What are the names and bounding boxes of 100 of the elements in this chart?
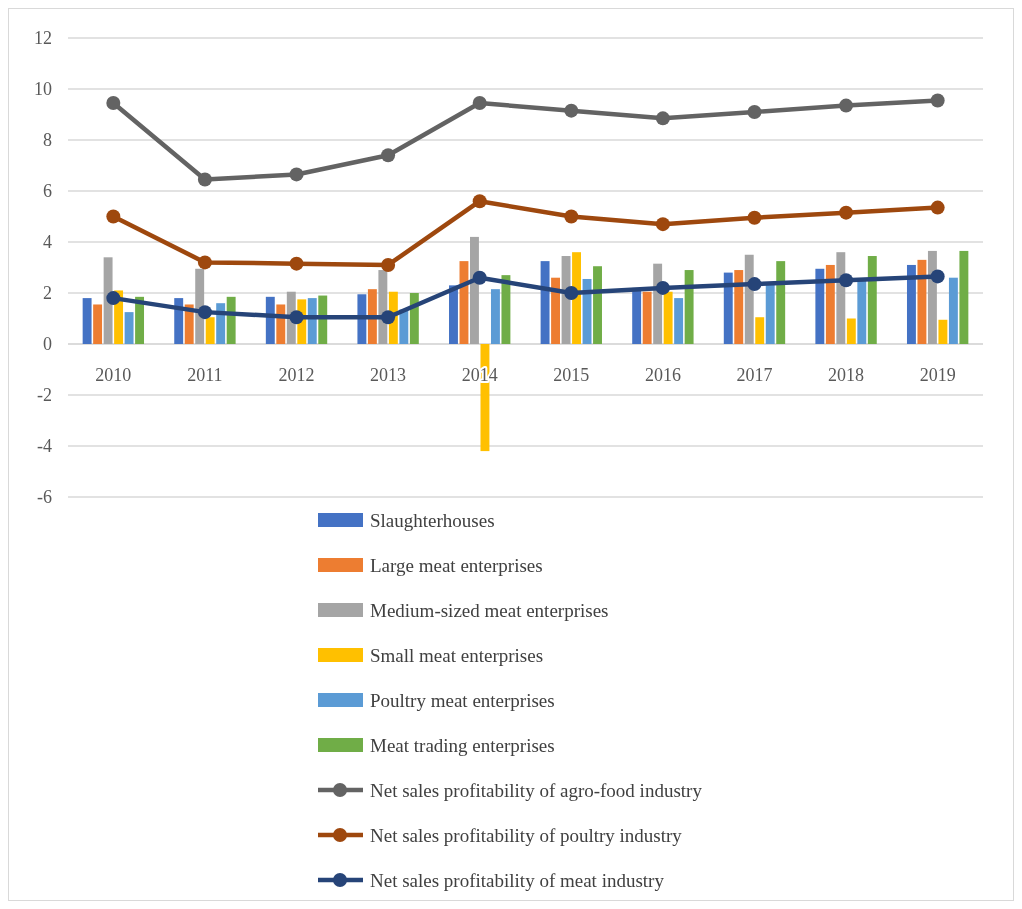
point — [289, 256, 304, 271]
point — [564, 209, 579, 224]
x-tick-label: 2012 — [278, 365, 315, 386]
bar — [226, 296, 236, 344]
point — [106, 209, 121, 224]
bar — [470, 236, 479, 344]
point — [839, 205, 854, 220]
legend-label: Net sales profitability of agro-food industry — [370, 779, 703, 801]
x-tick-label: 2016 — [644, 365, 681, 386]
point — [289, 167, 304, 182]
point — [106, 96, 121, 111]
bar — [124, 312, 134, 344]
legend-label: Medium-sized meat enterprises — [370, 599, 609, 621]
point — [930, 200, 945, 215]
legend-label: Small meat enterprises — [370, 644, 544, 666]
bar — [307, 298, 317, 344]
y-tick-label: 2 — [43, 283, 52, 304]
point — [747, 210, 762, 225]
point — [564, 286, 579, 300]
point — [197, 255, 212, 270]
bar — [857, 280, 867, 344]
point — [655, 217, 670, 232]
x-tick-label: 2019 — [919, 365, 956, 386]
point — [747, 277, 762, 292]
bar — [867, 256, 877, 344]
bar — [917, 259, 927, 344]
bar — [674, 298, 684, 344]
bar — [755, 317, 765, 344]
bar — [825, 264, 835, 344]
point — [381, 310, 396, 325]
x-tick-label: 2011 — [187, 365, 223, 386]
y-tick-label: -4 — [37, 436, 52, 457]
legend-label: Net sales profitability of poultry industry — [370, 824, 683, 846]
point — [197, 305, 212, 320]
point — [839, 98, 854, 113]
bar — [318, 295, 328, 344]
y-tick-label: 4 — [43, 232, 52, 253]
bar — [815, 268, 825, 344]
point — [564, 103, 579, 118]
y-tick-label: 0 — [43, 334, 52, 355]
legend-label: Large meat enterprises — [370, 554, 543, 576]
bar — [357, 294, 367, 344]
bar — [765, 282, 775, 344]
bar — [663, 291, 673, 344]
bar — [642, 291, 652, 344]
point — [472, 270, 487, 285]
point — [930, 93, 945, 108]
point — [289, 310, 304, 325]
y-tick-label: 12 — [34, 28, 52, 49]
point — [472, 96, 487, 111]
bar — [265, 296, 275, 344]
bar — [959, 250, 969, 344]
legend-label: Net sales profitability of meat industry — [370, 869, 665, 891]
point — [839, 273, 854, 288]
legend-label: Slaughterhouses — [370, 509, 495, 531]
y-tick-label: 6 — [43, 181, 52, 202]
bar — [93, 304, 103, 344]
bar — [948, 277, 958, 344]
bar — [776, 261, 786, 344]
point — [655, 280, 670, 295]
point — [381, 148, 396, 163]
bar — [82, 298, 92, 344]
bar — [551, 277, 561, 344]
point — [381, 257, 396, 272]
y-tick-label: 8 — [43, 130, 52, 151]
point — [472, 194, 487, 209]
bar — [103, 257, 113, 344]
bar — [409, 293, 419, 344]
point — [197, 172, 212, 187]
x-tick-label: 2013 — [370, 365, 407, 386]
bar — [723, 272, 733, 344]
bar — [684, 270, 694, 344]
bar — [846, 318, 856, 344]
bar — [593, 266, 602, 344]
bar — [490, 289, 500, 344]
bar — [927, 250, 937, 344]
bar — [174, 298, 184, 344]
bar — [216, 303, 226, 344]
point — [655, 111, 670, 126]
bar — [501, 275, 511, 344]
bar — [367, 289, 377, 344]
bar — [836, 252, 846, 344]
legend-label: Meat trading enterprises — [370, 734, 555, 756]
bar — [540, 261, 550, 344]
point — [106, 291, 121, 306]
y-tick-label: 10 — [34, 79, 52, 100]
bar — [449, 285, 458, 344]
bar — [205, 317, 215, 344]
x-tick-label: 2015 — [553, 365, 590, 386]
bar — [734, 270, 744, 344]
bar — [906, 264, 916, 344]
y-tick-label: -6 — [37, 487, 52, 508]
bar — [938, 319, 948, 344]
point — [930, 269, 945, 284]
bar — [135, 296, 145, 344]
bar — [399, 309, 409, 344]
point — [747, 104, 762, 119]
x-tick-label: 2017 — [736, 365, 773, 386]
legend-label: Poultry meat enterprises — [370, 689, 555, 711]
y-tick-label: -2 — [37, 385, 52, 406]
